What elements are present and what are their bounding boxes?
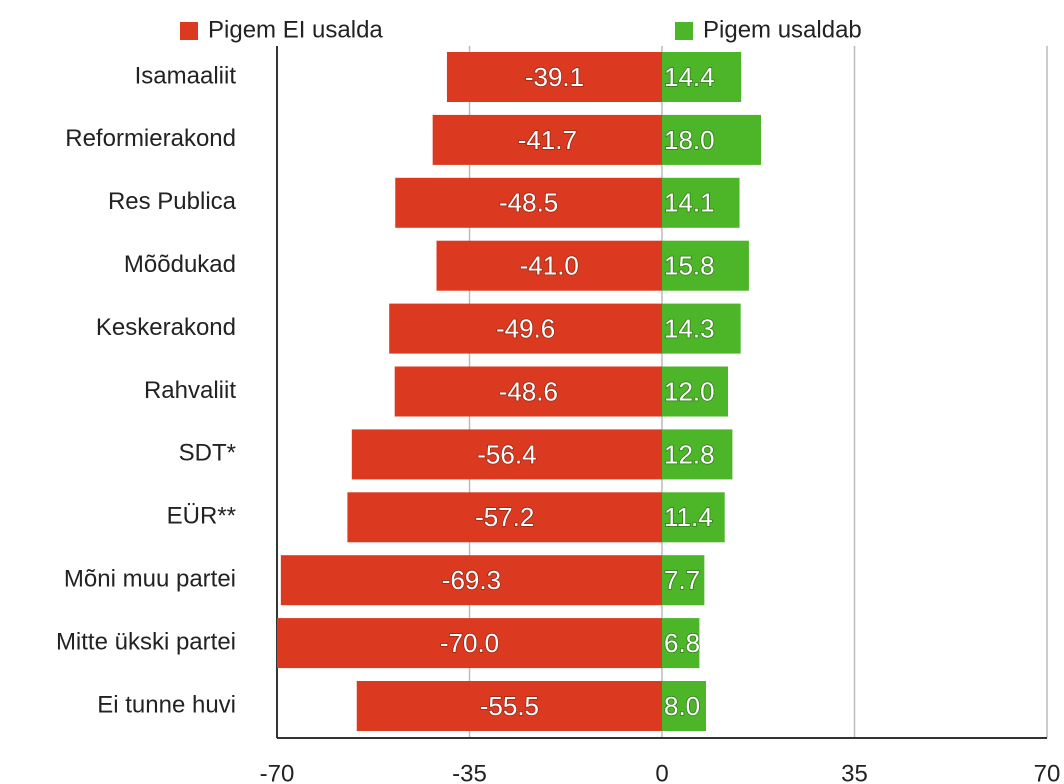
data-label: 14.3: [664, 313, 715, 343]
data-label: -56.4: [477, 439, 536, 469]
bar: [436, 240, 662, 291]
data-label: 8.0: [664, 691, 700, 721]
data-label: -41.7: [518, 125, 577, 155]
y-tick-label: Mitte ükski partei: [56, 628, 236, 655]
bar: [662, 303, 741, 354]
data-label: 14.1: [664, 188, 715, 218]
data-label: -69.3: [442, 565, 501, 595]
bar: [356, 681, 662, 731]
x-tick-label: -35: [452, 760, 487, 784]
data-label: -48.6: [499, 376, 558, 406]
bar: [662, 114, 761, 165]
legend-label: Pigem EI usalda: [208, 16, 383, 43]
data-label: 18.0: [664, 125, 715, 155]
y-tick-label: Keskerakond: [96, 314, 236, 341]
bar: [662, 52, 742, 102]
y-tick-label: Res Publica: [108, 188, 237, 215]
bar: [277, 618, 662, 669]
bar: [446, 52, 662, 102]
data-label: -49.6: [496, 313, 555, 343]
y-tick-label: Ei tunne huvi: [97, 691, 236, 718]
bar: [394, 366, 662, 417]
x-tick-label: 35: [841, 760, 868, 784]
y-tick-label: Mõni muu partei: [64, 566, 236, 593]
y-tick-label: Reformierakond: [65, 125, 236, 152]
data-label: 6.8: [664, 628, 700, 658]
data-label: 11.4: [664, 502, 713, 532]
legend-label: Pigem usaldab: [703, 16, 862, 43]
data-label: 7.7: [664, 565, 700, 595]
bar: [432, 114, 662, 165]
x-tick-label: -70: [260, 760, 295, 784]
y-tick-label: Mõõdukad: [124, 251, 236, 278]
data-label: 14.4: [664, 62, 715, 92]
data-label: -39.1: [525, 62, 584, 92]
x-tick-label: 70: [1034, 760, 1061, 784]
bar: [280, 555, 662, 606]
bar: [347, 492, 662, 543]
data-label: 15.8: [664, 251, 715, 281]
x-tick-label: 0: [655, 760, 668, 784]
bar: [662, 429, 733, 480]
bar: [662, 240, 749, 291]
bar: [662, 366, 728, 417]
bar: [662, 177, 740, 228]
bar: [662, 492, 725, 543]
bar: [662, 555, 705, 606]
legend-swatch: [180, 22, 198, 40]
data-label: -70.0: [440, 628, 499, 658]
bar: [351, 429, 662, 480]
bar: [662, 681, 706, 731]
data-label: -55.5: [480, 691, 539, 721]
data-label: -41.0: [520, 251, 579, 281]
data-label: 12.0: [664, 376, 715, 406]
data-label: -48.5: [499, 188, 558, 218]
y-tick-label: SDT*: [179, 440, 236, 467]
legend-swatch: [675, 22, 693, 40]
bar: [662, 618, 700, 669]
bar: [389, 303, 662, 354]
y-tick-label: Rahvaliit: [144, 377, 236, 404]
y-tick-label: EÜR**: [167, 503, 236, 530]
data-label: -57.2: [475, 502, 534, 532]
bar: [395, 177, 662, 228]
data-label: 12.8: [664, 439, 715, 469]
y-tick-label: Isamaaliit: [135, 62, 237, 89]
